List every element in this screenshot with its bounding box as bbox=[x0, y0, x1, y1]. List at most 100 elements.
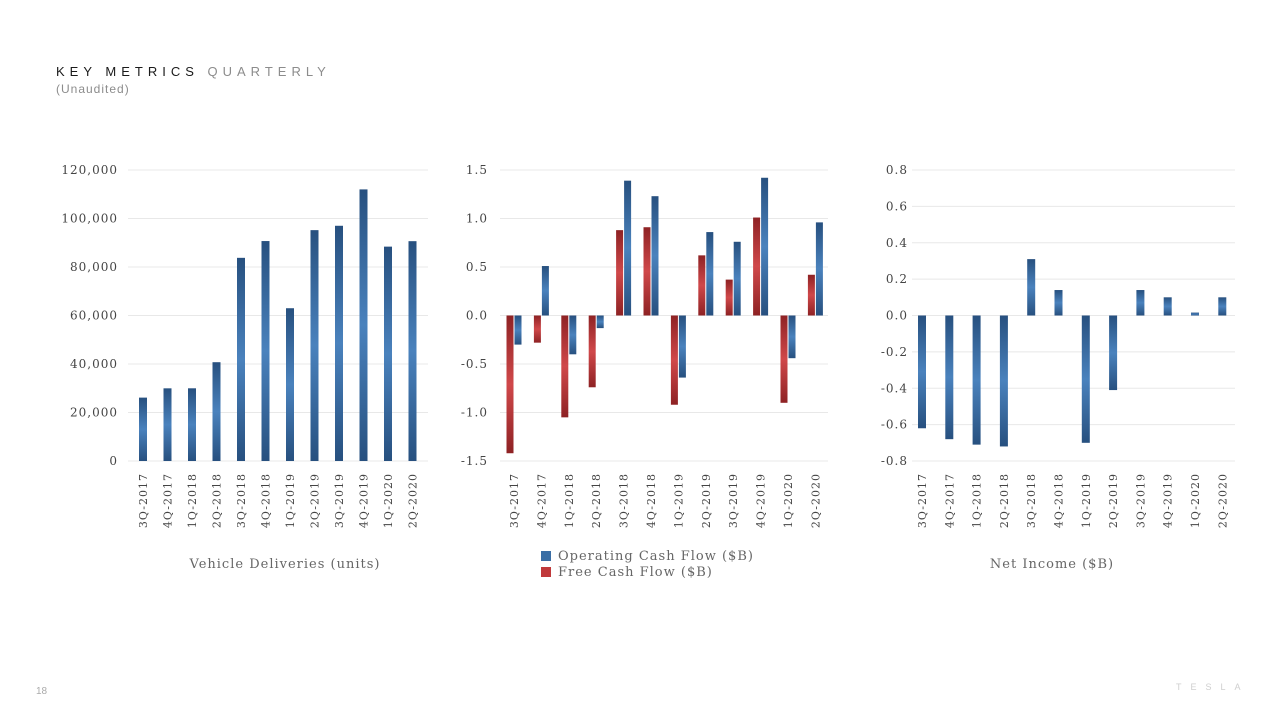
legend-swatch-red bbox=[541, 567, 551, 577]
ocf-bar bbox=[596, 315, 604, 329]
x-tick-label: 1Q-2019 bbox=[1080, 473, 1093, 528]
page-title: KEY METRICS QUARTERLY bbox=[56, 64, 331, 79]
y-tick-label: 120,000 bbox=[61, 163, 118, 177]
y-tick-label: -0.4 bbox=[881, 381, 908, 395]
y-tick-label: -1.5 bbox=[461, 454, 488, 468]
x-tick-label: 1Q-2019 bbox=[284, 473, 297, 528]
page-subtitle: (Unaudited) bbox=[56, 82, 130, 96]
series-bar bbox=[1163, 297, 1172, 316]
x-tick-label: 4Q-2019 bbox=[755, 473, 768, 528]
series-bar bbox=[1081, 315, 1090, 443]
tesla-logo: TESLA bbox=[1176, 682, 1250, 692]
series-bar bbox=[972, 315, 981, 445]
series-bar bbox=[310, 230, 319, 461]
x-tick-label: 3Q-2017 bbox=[916, 473, 929, 528]
x-tick-label: 4Q-2019 bbox=[1162, 473, 1175, 528]
x-tick-label: 3Q-2017 bbox=[137, 473, 150, 528]
x-tick-label: 1Q-2018 bbox=[186, 473, 199, 528]
y-tick-label: 1.5 bbox=[466, 163, 488, 177]
series-bar bbox=[237, 257, 245, 461]
ocf-bar bbox=[624, 180, 632, 316]
series-bar bbox=[212, 362, 221, 461]
vd-axis-title: Vehicle Deliveries (units) bbox=[189, 557, 381, 572]
legend-label-ocf: Operating Cash Flow ($B) bbox=[558, 548, 754, 564]
x-tick-label: 4Q-2017 bbox=[162, 473, 175, 528]
x-tick-label: 2Q-2018 bbox=[590, 473, 603, 528]
y-tick-label: -0.2 bbox=[881, 345, 908, 359]
header: KEY METRICS QUARTERLY (Unaudited) bbox=[56, 64, 331, 96]
x-tick-label: 1Q-2020 bbox=[1189, 473, 1202, 528]
page-number: 18 bbox=[36, 686, 48, 697]
x-tick-label: 4Q-2017 bbox=[535, 473, 548, 528]
x-tick-label: 4Q-2019 bbox=[358, 473, 371, 528]
fcf-bar bbox=[533, 315, 541, 343]
fcf-bar bbox=[753, 217, 761, 316]
series-bar bbox=[286, 308, 294, 461]
x-tick-label: 3Q-2019 bbox=[333, 473, 346, 528]
fcf-bar bbox=[588, 315, 596, 388]
y-tick-label: 0.6 bbox=[886, 199, 908, 213]
series-bar bbox=[163, 388, 172, 461]
y-tick-label: 40,000 bbox=[70, 357, 118, 371]
series-bar bbox=[1054, 290, 1063, 316]
x-tick-label: 1Q-2020 bbox=[782, 473, 795, 528]
series-bar bbox=[261, 241, 270, 461]
ocf-bar bbox=[569, 315, 577, 355]
ocf-bar bbox=[541, 266, 549, 316]
series-bar bbox=[1136, 290, 1145, 316]
x-tick-label: 2Q-2019 bbox=[1107, 473, 1120, 528]
series-bar bbox=[918, 315, 926, 429]
ocf-bar bbox=[514, 315, 522, 345]
x-tick-label: 1Q-2018 bbox=[971, 473, 984, 528]
fcf-bar bbox=[643, 227, 651, 316]
series-bar bbox=[359, 189, 368, 461]
x-tick-label: 2Q-2020 bbox=[407, 473, 420, 528]
fcf-bar bbox=[561, 315, 569, 418]
x-tick-label: 3Q-2019 bbox=[727, 473, 740, 528]
series-bar bbox=[1027, 259, 1036, 316]
y-tick-label: 0.0 bbox=[886, 309, 908, 323]
ocf-bar bbox=[651, 196, 659, 316]
legend-swatch-blue bbox=[541, 551, 551, 561]
legend-item-ocf: Operating Cash Flow ($B) bbox=[541, 548, 754, 564]
fcf-bar bbox=[725, 279, 733, 316]
ocf-bar bbox=[788, 315, 796, 359]
x-tick-label: 3Q-2018 bbox=[1025, 473, 1038, 528]
series-bar bbox=[188, 388, 196, 461]
y-tick-label: 0.2 bbox=[886, 272, 908, 286]
x-tick-label: 1Q-2018 bbox=[563, 473, 576, 528]
y-tick-label: -1.0 bbox=[461, 406, 488, 420]
fcf-bar bbox=[780, 315, 788, 403]
series-bar bbox=[945, 315, 954, 440]
x-tick-label: 2Q-2019 bbox=[309, 473, 322, 528]
x-tick-label: 4Q-2018 bbox=[645, 473, 658, 528]
x-tick-label: 3Q-2019 bbox=[1134, 473, 1147, 528]
x-tick-label: 2Q-2020 bbox=[809, 473, 822, 528]
fcf-bar bbox=[807, 274, 815, 316]
fcf-bar bbox=[506, 315, 514, 454]
x-tick-label: 3Q-2018 bbox=[618, 473, 631, 528]
title-main: KEY METRICS bbox=[56, 64, 199, 79]
x-tick-label: 2Q-2018 bbox=[211, 473, 224, 528]
legend-item-fcf: Free Cash Flow ($B) bbox=[541, 564, 754, 580]
series-bar bbox=[139, 397, 147, 461]
y-tick-label: 1.0 bbox=[466, 212, 488, 226]
ocf-bar bbox=[678, 315, 686, 378]
ocf-bar bbox=[706, 232, 714, 316]
series-bar bbox=[335, 225, 343, 461]
y-tick-label: 80,000 bbox=[70, 260, 118, 274]
fcf-bar bbox=[670, 315, 678, 405]
x-tick-label: 2Q-2020 bbox=[1216, 473, 1229, 528]
series-bar bbox=[408, 241, 417, 461]
fcf-bar bbox=[698, 255, 706, 316]
ni-axis-title: Net Income ($B) bbox=[990, 557, 1114, 572]
x-tick-label: 1Q-2020 bbox=[382, 473, 395, 528]
fcf-bar bbox=[616, 230, 624, 316]
x-tick-label: 4Q-2018 bbox=[1053, 473, 1066, 528]
y-tick-label: 0.4 bbox=[886, 236, 908, 250]
x-tick-label: 2Q-2019 bbox=[700, 473, 713, 528]
x-tick-label: 3Q-2018 bbox=[235, 473, 248, 528]
x-tick-label: 2Q-2018 bbox=[998, 473, 1011, 528]
